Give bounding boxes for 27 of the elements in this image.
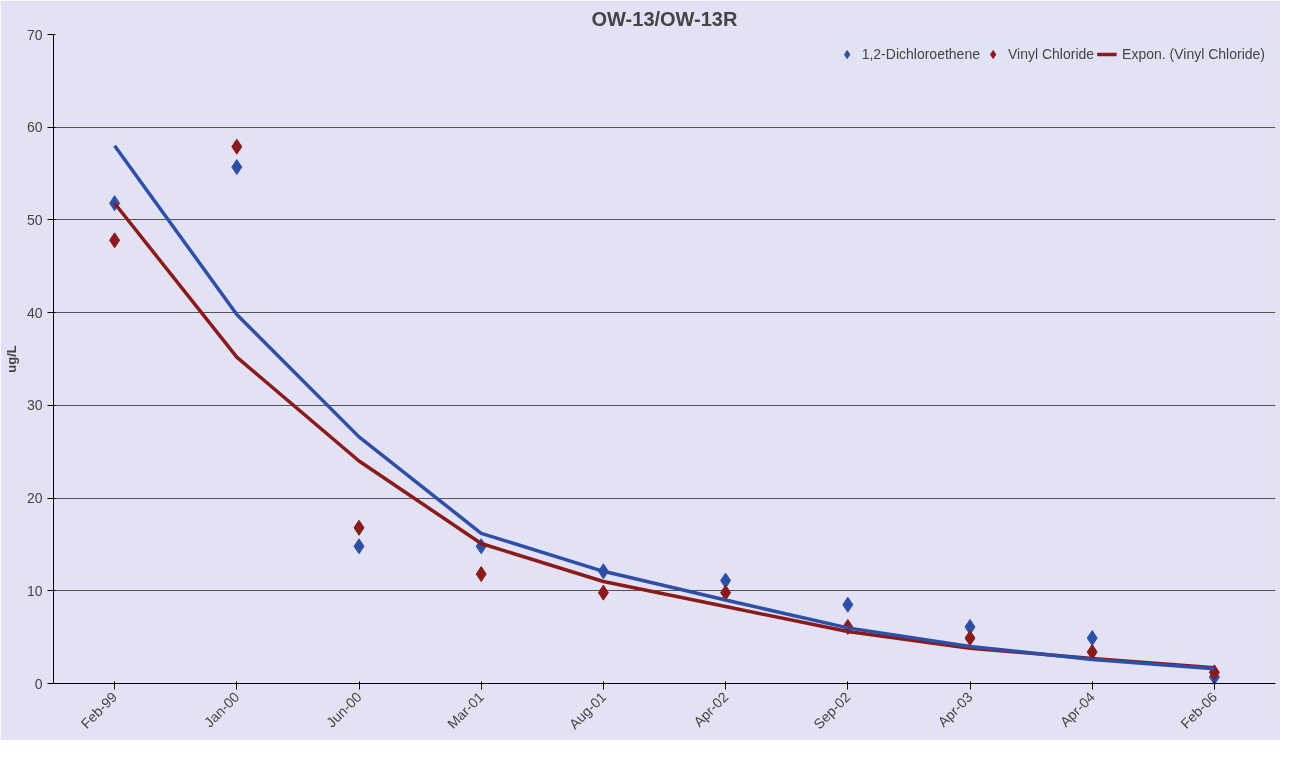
y-tick-label: 40 [26, 304, 43, 321]
y-tick-label: 60 [26, 119, 43, 136]
y-tick-label: 50 [26, 211, 43, 228]
point [720, 584, 732, 601]
y-tick-label: 30 [26, 397, 43, 414]
y-tick-label: 20 [26, 490, 43, 507]
point [109, 232, 121, 249]
y-tick-label: 0 [34, 675, 43, 692]
y-axis-title: ug/L [3, 345, 19, 373]
point [353, 519, 365, 536]
point [231, 159, 243, 176]
point [964, 630, 976, 647]
point [353, 538, 365, 555]
point [1208, 664, 1220, 681]
point [964, 618, 976, 635]
y-tick-label: 10 [26, 582, 43, 599]
legend-label: Vinyl Chloride [1007, 46, 1095, 62]
point [597, 584, 609, 601]
point [720, 572, 732, 589]
chart-title: OW-13/OW-13R [591, 7, 738, 30]
point [842, 596, 854, 613]
point [475, 566, 487, 583]
legend-label: Expon. (Vinyl Chloride) [1122, 46, 1265, 62]
legend-label: 1,2-Dichloroethene [861, 46, 980, 62]
point [231, 138, 243, 155]
y-tick-label: 70 [26, 26, 43, 43]
point [1086, 630, 1098, 647]
